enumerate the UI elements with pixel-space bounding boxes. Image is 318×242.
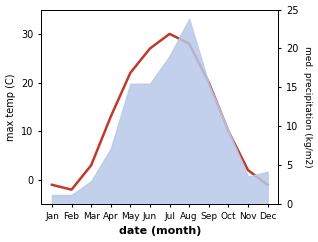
Y-axis label: med. precipitation (kg/m2): med. precipitation (kg/m2) — [303, 46, 313, 168]
X-axis label: date (month): date (month) — [119, 227, 201, 236]
Y-axis label: max temp (C): max temp (C) — [5, 73, 16, 141]
